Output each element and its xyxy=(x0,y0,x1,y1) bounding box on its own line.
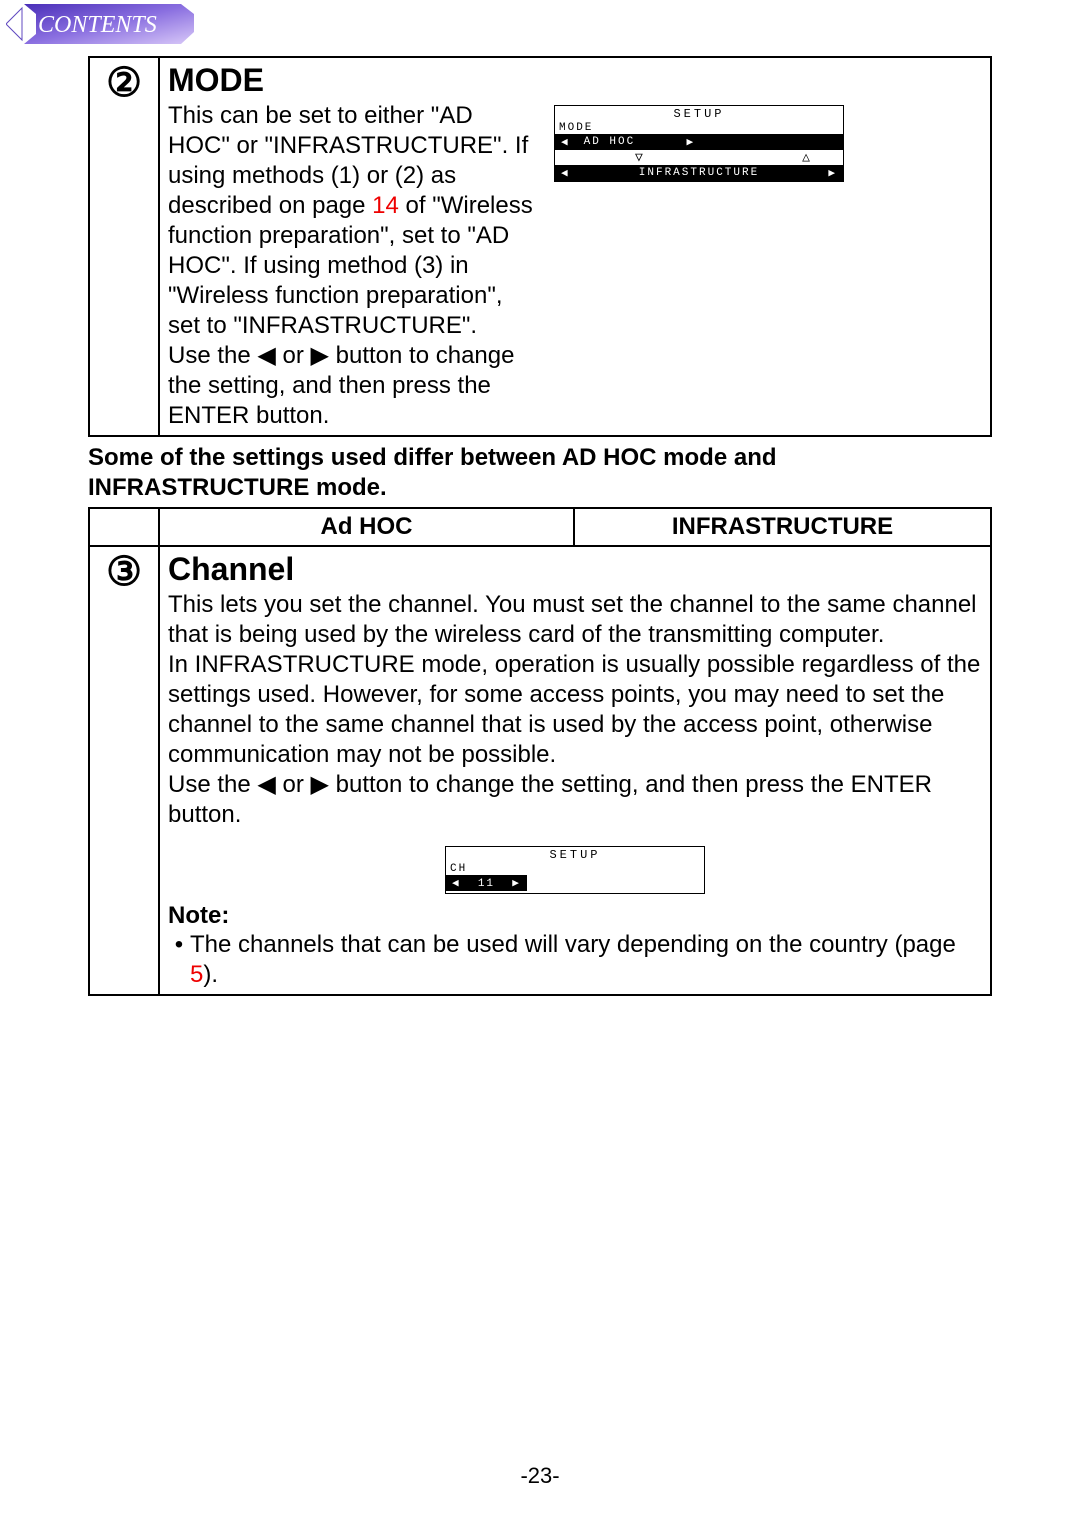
arrow-down-icon: ▽ xyxy=(635,150,646,165)
note-bullet: • The channels that can be used will var… xyxy=(168,930,982,990)
mode-cell: MODE This can be set to either "AD HOC" … xyxy=(159,57,991,436)
note-label: Note: xyxy=(168,902,982,930)
ch-diagram-label: CH xyxy=(446,863,704,875)
mode-diagram-infra: INFRASTRUCTURE xyxy=(574,167,825,179)
page-content: ② MODE This can be set to either "AD HOC… xyxy=(88,56,992,996)
header-infrastructure: INFRASTRUCTURE xyxy=(574,508,991,546)
bullet-text-2: ). xyxy=(203,961,218,988)
arrow-left-icon: ◀ xyxy=(452,878,461,890)
mode-text-3: Use the ◀ or ▶ button to change the sett… xyxy=(168,342,514,429)
mode-section-table: ② MODE This can be set to either "AD HOC… xyxy=(88,56,992,437)
mode-title: MODE xyxy=(168,62,982,99)
channel-p3: Use the ◀ or ▶ button to change the sett… xyxy=(168,770,982,830)
header-empty xyxy=(89,508,159,546)
mode-text: This can be set to either "AD HOC" or "I… xyxy=(168,101,538,431)
mode-diagram: SETUP MODE ◀ AD HOC ▶ ▽ △ xyxy=(554,101,982,431)
arrow-up-icon: △ xyxy=(802,150,813,165)
channel-p1: This lets you set the channel. You must … xyxy=(168,590,982,650)
between-text: Some of the settings used differ between… xyxy=(88,443,992,503)
contents-banner[interactable]: CONTENTS xyxy=(6,4,196,44)
ch-diagram-setup: SETUP xyxy=(446,847,704,863)
contents-label: CONTENTS xyxy=(38,12,157,38)
channel-section-table: Ad HOC INFRASTRUCTURE ③ Channel This let… xyxy=(88,507,992,996)
channel-cell: Channel This lets you set the channel. Y… xyxy=(159,546,991,995)
page-14-link[interactable]: 14 xyxy=(372,192,399,219)
channel-diagram: SETUP CH ◀ 11 ▶ xyxy=(168,846,982,894)
mode-diagram-setup: SETUP xyxy=(555,106,843,122)
page-number: -23- xyxy=(0,1463,1080,1489)
arrow-right-icon: ▶ xyxy=(828,166,837,180)
mode-diagram-label: MODE xyxy=(555,122,843,134)
page-5-link[interactable]: 5 xyxy=(190,961,203,988)
mode-number: ② xyxy=(89,57,159,436)
bullet-text-1: The channels that can be used will vary … xyxy=(190,931,956,958)
ch-diagram-value: 11 xyxy=(478,878,495,890)
mode-diagram-adhoc: AD HOC xyxy=(584,136,636,148)
arrow-right-icon: ▶ xyxy=(512,878,521,890)
header-adhoc: Ad HOC xyxy=(159,508,574,546)
arrow-left-icon: ◀ xyxy=(561,135,570,149)
arrow-left-icon: ◀ xyxy=(561,166,570,180)
channel-p2: In INFRASTRUCTURE mode, operation is usu… xyxy=(168,650,982,770)
channel-number: ③ xyxy=(89,546,159,995)
arrow-right-icon: ▶ xyxy=(687,135,696,149)
bullet-icon: • xyxy=(168,930,190,990)
channel-title: Channel xyxy=(168,551,982,588)
